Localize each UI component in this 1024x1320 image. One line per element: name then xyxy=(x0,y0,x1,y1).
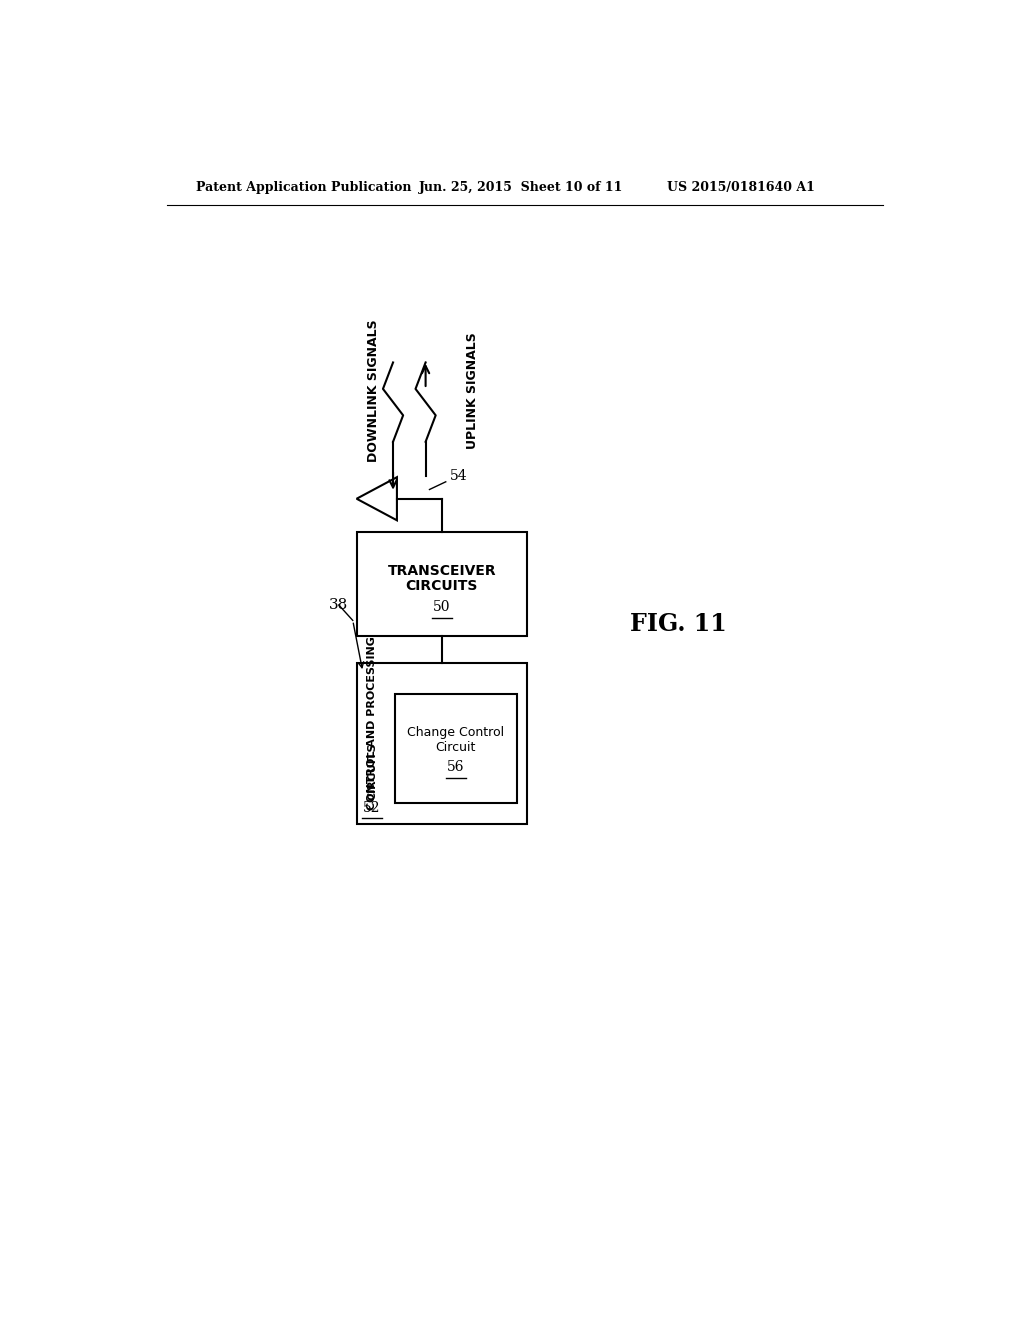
Text: Circuit: Circuit xyxy=(435,741,476,754)
Text: DOWNLINK SIGNALS: DOWNLINK SIGNALS xyxy=(368,319,380,462)
Text: 50: 50 xyxy=(433,599,451,614)
Text: Jun. 25, 2015  Sheet 10 of 11: Jun. 25, 2015 Sheet 10 of 11 xyxy=(419,181,623,194)
Text: 52: 52 xyxy=(364,800,381,814)
Text: CIRCUITS: CIRCUITS xyxy=(368,742,377,800)
Text: CIRCUITS: CIRCUITS xyxy=(406,579,478,593)
Bar xyxy=(394,693,517,803)
Text: FIG. 11: FIG. 11 xyxy=(630,612,727,636)
Bar xyxy=(356,663,527,825)
Text: TRANSCEIVER: TRANSCEIVER xyxy=(387,564,497,578)
Text: 54: 54 xyxy=(450,469,467,483)
Bar xyxy=(356,532,527,636)
Text: US 2015/0181640 A1: US 2015/0181640 A1 xyxy=(667,181,814,194)
Text: 56: 56 xyxy=(447,760,465,775)
Text: CONTROL AND PROCESSING: CONTROL AND PROCESSING xyxy=(368,636,377,809)
Text: UPLINK SIGNALS: UPLINK SIGNALS xyxy=(466,333,478,449)
Text: Patent Application Publication: Patent Application Publication xyxy=(197,181,412,194)
Text: 38: 38 xyxy=(329,598,348,612)
Text: Change Control: Change Control xyxy=(408,726,505,739)
